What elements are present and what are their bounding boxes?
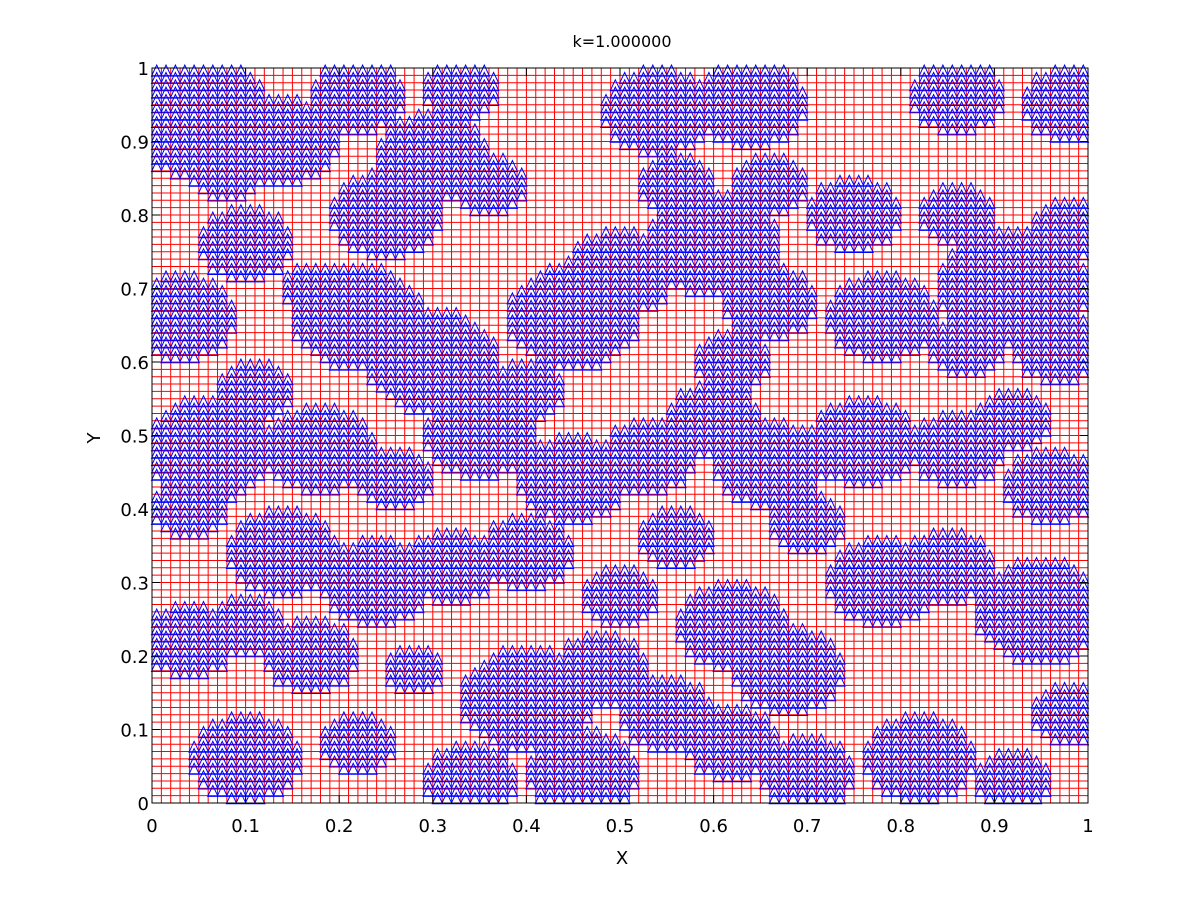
chart-title: k=1.000000 bbox=[572, 32, 671, 51]
y-tick-label: 0.7 bbox=[120, 280, 149, 301]
x-tick-label: 0.9 bbox=[980, 816, 1009, 837]
x-tick-label: 0.5 bbox=[606, 816, 635, 837]
y-tick-label: 0.5 bbox=[120, 427, 149, 448]
x-axis-label: X bbox=[616, 848, 628, 869]
y-tick-label: 0.6 bbox=[120, 353, 149, 374]
y-axis-ticks: 0 0.1 0.2 0.3 0.4 0.5 0.6 0.7 0.8 0.9 1 bbox=[120, 59, 1088, 815]
y-tick-label: 0.3 bbox=[120, 574, 149, 595]
x-tick-label: 0.2 bbox=[325, 816, 354, 837]
y-tick-label: 1 bbox=[138, 59, 149, 80]
y-tick-label: 0.1 bbox=[120, 721, 149, 742]
x-tick-label: 0.4 bbox=[512, 816, 541, 837]
x-tick-label: 0.6 bbox=[699, 816, 728, 837]
y-tick-label: 0.8 bbox=[120, 206, 149, 227]
y-tick-label: 0 bbox=[138, 794, 149, 815]
y-tick-label: 0.9 bbox=[120, 133, 149, 154]
x-tick-label: 0.3 bbox=[418, 816, 447, 837]
x-tick-label: 1 bbox=[1082, 816, 1093, 837]
triangle-markers bbox=[150, 63, 1090, 805]
y-tick-label: 0.4 bbox=[120, 500, 149, 521]
x-tick-label: 0.7 bbox=[793, 816, 822, 837]
x-tick-label: 0.1 bbox=[231, 816, 260, 837]
y-tick-label: 0.2 bbox=[120, 647, 149, 668]
x-tick-label: 0.8 bbox=[886, 816, 915, 837]
x-axis-ticks: 0 0.1 0.2 0.3 0.4 0.5 0.6 0.7 0.8 0.9 1 bbox=[146, 68, 1094, 837]
marker-layer bbox=[150, 63, 1090, 805]
y-axis-label: Y bbox=[84, 432, 105, 445]
x-tick-label: 0 bbox=[146, 816, 157, 837]
